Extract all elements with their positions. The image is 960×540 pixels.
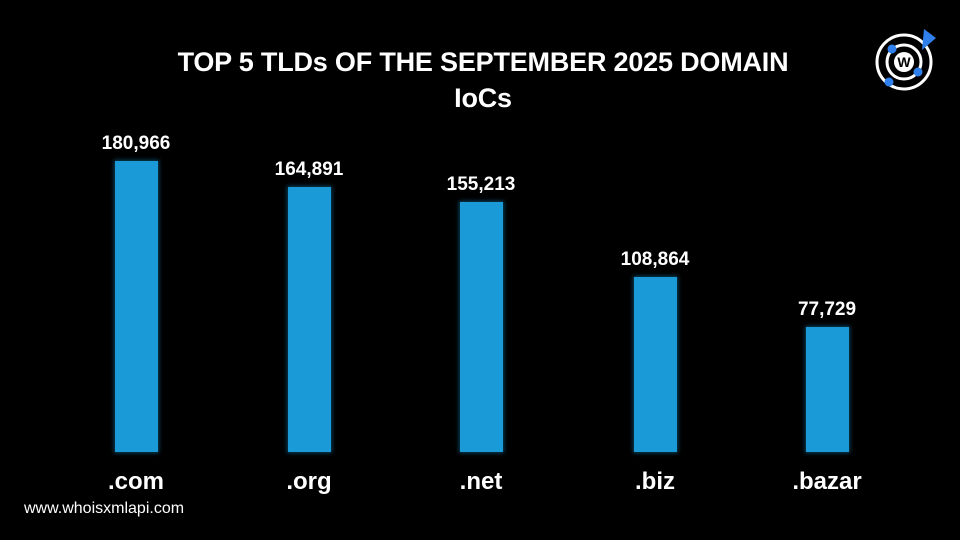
value-label: 164,891 [274,159,344,180]
title-line-1: TOP 5 TLDs OF THE SEPTEMBER 2025 DOMAIN [177,47,789,77]
category-label: .org [286,468,332,495]
value-label: 155,213 [446,174,516,195]
bar-com [115,161,158,452]
bar-net [460,202,503,452]
whoisxmlapi-logo-icon: W [875,29,936,91]
title-line-2: IoCs [454,83,512,113]
bar-org [288,187,331,452]
value-label: 180,966 [101,133,171,154]
category-label: .net [459,468,503,495]
bar-biz [634,277,677,452]
category-label: .biz [635,468,675,495]
category-label: .bazar [792,468,862,495]
footer-url: www.whoisxmlapi.com [24,500,185,517]
category-label: .com [107,468,164,495]
value-label: 108,864 [620,249,690,270]
value-label: 77,729 [797,299,857,320]
svg-text:W: W [897,54,911,70]
bar-bazar [806,327,849,452]
chart-title: TOP 5 TLDs OF THE SEPTEMBER 2025 DOMAIN … [0,44,960,116]
